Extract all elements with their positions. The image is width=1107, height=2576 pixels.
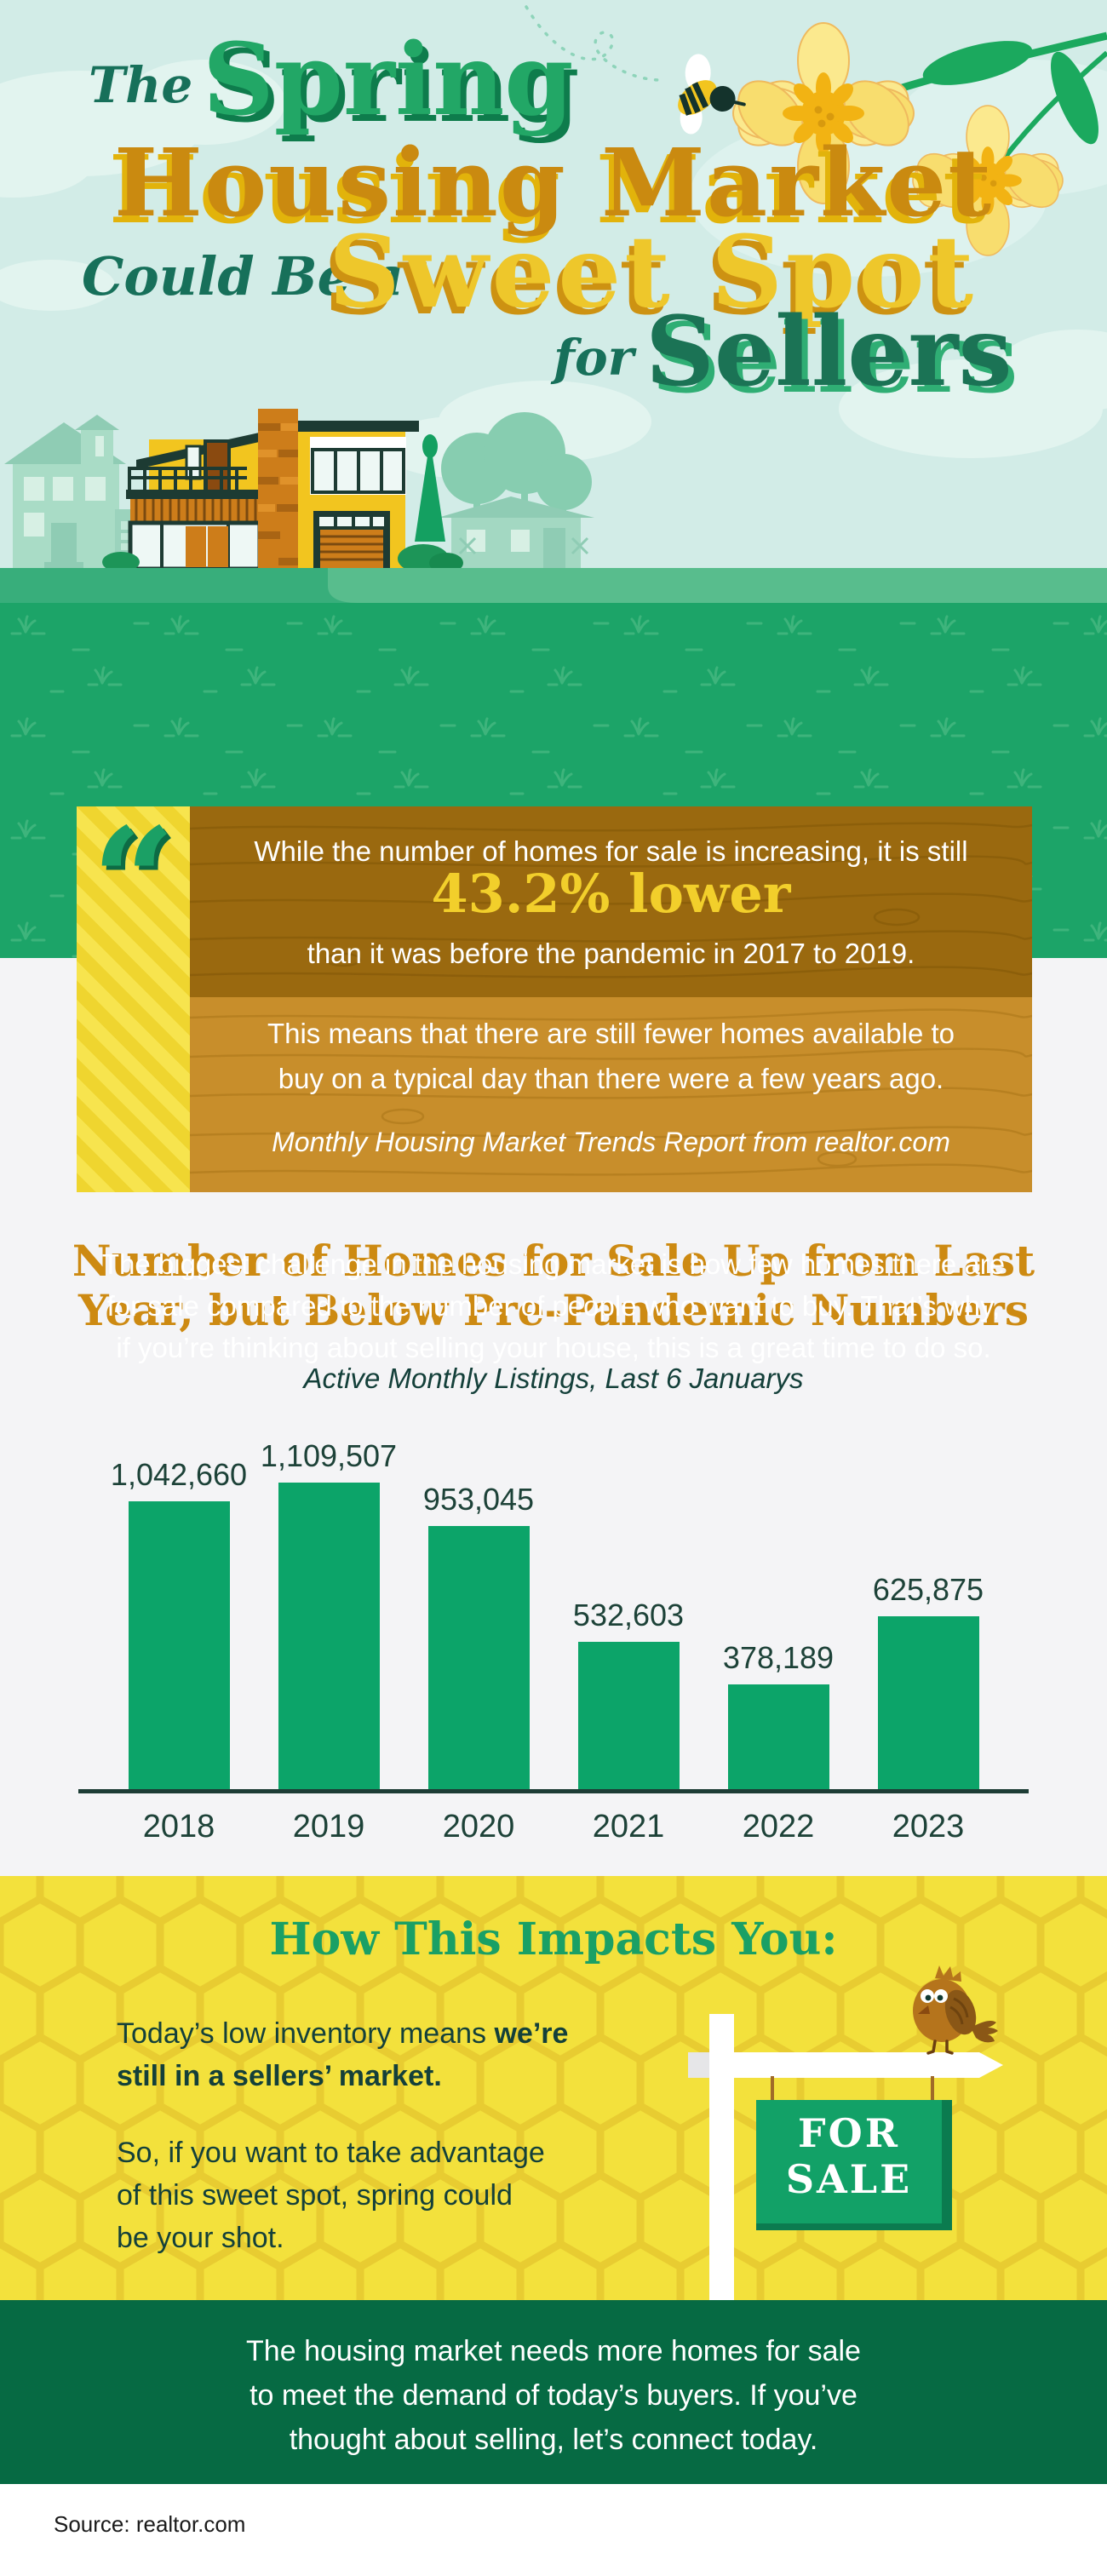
intro-line: if you’re thinking about selling your ho… <box>116 1332 991 1363</box>
impact-p1-line1: Today’s low inventory means we’re <box>117 2012 568 2055</box>
outro-section: The housing market needs more homes for … <box>0 2300 1107 2484</box>
footer: Source: realtor.com <box>0 2484 1107 2576</box>
bar-category-label: 2019 <box>292 1809 365 1845</box>
bar-2020 <box>427 1526 530 1789</box>
bar-category-label: 2020 <box>442 1809 515 1845</box>
title-spring: Spring <box>203 22 574 138</box>
bee-icon <box>678 54 746 135</box>
sign-arm-tip <box>979 2052 1003 2078</box>
source-text: Source: realtor.com <box>54 2511 246 2537</box>
impact-p2-line: of this sweet spot, spring could <box>117 2179 513 2212</box>
cloud-icon <box>0 60 1107 478</box>
quote-body-line: buy on a typical day than there were a f… <box>278 1063 944 1094</box>
quote-line1: While the number of homes for sale is in… <box>254 835 968 867</box>
for-sale-sign: FOR SALE <box>756 2100 952 2230</box>
bird-icon <box>913 1965 998 2055</box>
title-could-be-a: Could Be a <box>82 245 404 307</box>
modern-house <box>126 409 419 603</box>
quote-light-panel: This means that there are still fewer ho… <box>190 997 1032 1192</box>
quote-body-line: This means that there are still fewer ho… <box>267 1018 955 1049</box>
quote-accent-strip: “ <box>77 796 190 1192</box>
impact-paragraph-2: So, if you want to take advantage of thi… <box>117 2131 545 2259</box>
impact-p1-prefix: Today’s low inventory means <box>117 2017 487 2050</box>
impact-p2-line: So, if you want to take advantage <box>117 2137 545 2169</box>
chart-title-line1: Number of Homes for Sale Up from Last <box>72 1236 1035 1286</box>
wood-grain-light <box>190 1008 1032 1176</box>
intro-line: for sale compared to the number of peopl… <box>106 1290 1001 1322</box>
header-section: The Spring Housing Market Could Be a Swe… <box>0 0 1107 603</box>
title-sellers: Sellers <box>645 296 1012 408</box>
bee-trail <box>525 5 668 82</box>
title-housing-market: Housing Market <box>113 128 994 238</box>
impact-p2-line: be your shot. <box>117 2222 284 2254</box>
bar-2018 <box>128 1501 230 1789</box>
bar-value-label: 1,109,507 <box>260 1438 398 1473</box>
quote-highlight: 43.2% lower <box>431 863 791 925</box>
sign-string <box>771 2076 774 2100</box>
background-house-right <box>438 412 594 569</box>
sign-arm <box>709 2052 979 2078</box>
bar-category-label: 2022 <box>742 1809 815 1845</box>
intro-line: The biggest challenge in the housing mar… <box>101 1248 1006 1280</box>
outro-line: thought about selling, let’s connect tod… <box>289 2424 818 2456</box>
sign-string <box>931 2076 934 2100</box>
for-sale-line1: FOR <box>798 2110 900 2156</box>
impact-title: How This Impacts You: <box>269 1913 838 1965</box>
impact-paragraph-1: Today’s low inventory means we’re still … <box>117 2012 568 2097</box>
outro-paragraph: The housing market needs more homes for … <box>0 2329 1107 2462</box>
quote-icon: “ <box>92 796 175 967</box>
impact-p1-bold-line: still in a sellers’ market. <box>117 2060 442 2092</box>
bar-chart: 1,042,660 2018 1,109,507 2019 953,045 2020 532… <box>78 1438 1029 1845</box>
tree-icon <box>102 434 463 573</box>
title-the: The <box>89 56 193 114</box>
bar-2021 <box>577 1642 680 1789</box>
chart-axis-line <box>78 1789 1029 1793</box>
bar-value-label: 532,603 <box>572 1598 685 1632</box>
flower-icon <box>732 22 1064 256</box>
quote-dark-panel: While the number of homes for sale is in… <box>190 806 1032 997</box>
header-ground-light <box>328 568 1107 603</box>
title-for: for <box>554 329 634 387</box>
bar-2019 <box>278 1483 380 1789</box>
chart-title: Number of Homes for Sale Up from Last Ye… <box>0 1236 1107 1335</box>
header-illustration <box>0 0 1107 603</box>
intro-paragraph: The biggest challenge in the housing mar… <box>0 1243 1107 1368</box>
bar-category-label: 2023 <box>892 1809 965 1845</box>
bar-2022 <box>727 1684 829 1789</box>
for-sale-line2: SALE <box>785 2156 913 2202</box>
outro-line: to meet the demand of today’s buyers. If… <box>250 2379 857 2412</box>
bar-2023 <box>877 1616 979 1789</box>
bar-category-label: 2018 <box>142 1809 215 1845</box>
title-sweet-spot: Sweet Spot <box>329 215 978 330</box>
quote-box: “ While the number of homes for sale is … <box>77 796 1032 1192</box>
impact-p1-line2: still in a sellers’ market. <box>117 2055 568 2097</box>
chart-subtitle: Active Monthly Listings, Last 6 Januarys <box>303 1363 804 1394</box>
bar-value-label: 953,045 <box>422 1482 535 1517</box>
quote-attribution: Monthly Housing Market Trends Report fro… <box>272 1127 950 1157</box>
quote-line2: than it was before the pandemic in 2017 … <box>307 938 915 969</box>
outro-line: The housing market needs more homes for … <box>246 2335 861 2367</box>
impact-p1-bold: we’re <box>494 2017 569 2050</box>
bar-category-label: 2021 <box>592 1809 665 1845</box>
impact-section: How This Impacts You: Today’s low invent… <box>0 1876 1107 2300</box>
bar-value-label: 1,042,660 <box>110 1457 248 1492</box>
wood-grain-dark <box>190 822 1032 978</box>
chart-title-line2: Year, but Below Pre-Pandemic Numbers <box>77 1285 1029 1335</box>
bar-value-label: 625,875 <box>872 1572 984 1607</box>
sign-arm-shadow <box>688 2052 709 2078</box>
bar-value-label: 378,189 <box>722 1640 835 1675</box>
